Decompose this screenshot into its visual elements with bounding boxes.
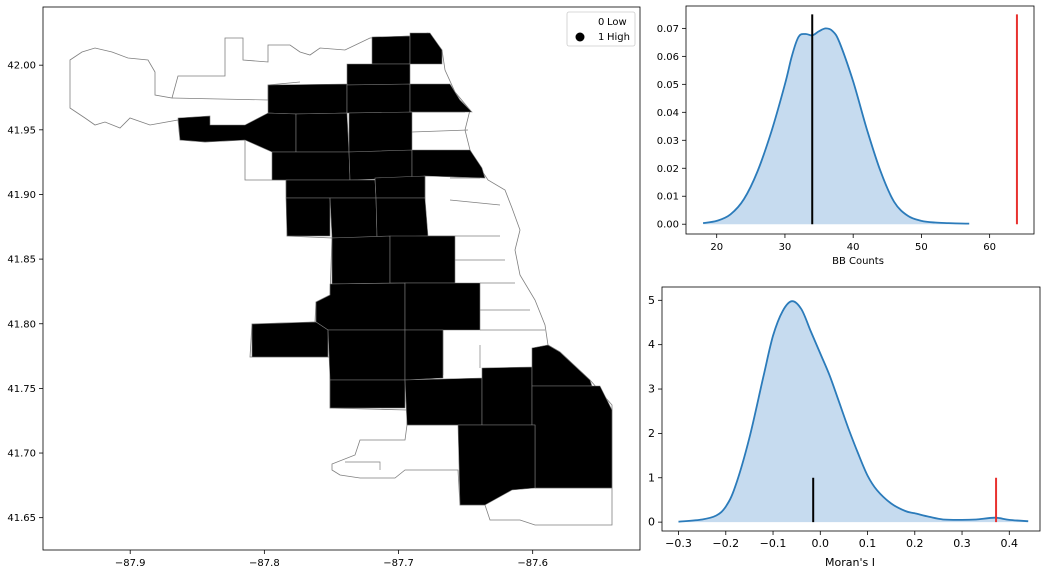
kde2-x-tick-label: −0.3 <box>665 537 692 550</box>
map-region-high <box>374 175 426 199</box>
map-region-high <box>295 112 350 153</box>
kde2-y-tick-label: 4 <box>648 338 655 351</box>
morans-i-kde-panel: −0.3 −0.2 −0.1 0.0 0.1 0.2 0.3 0.4 0 1 2 3 4 5 Moran… <box>648 286 1041 569</box>
map-region-high <box>348 111 413 153</box>
map-region-high <box>404 329 444 381</box>
map-y-tick-label: 41.85 <box>7 255 36 266</box>
map-region-high <box>404 282 481 331</box>
kde1-x-tick-label: 30 <box>779 242 792 253</box>
legend-value-low: 0 <box>598 17 604 28</box>
kde1-y-tick-label: 0.03 <box>657 136 679 147</box>
map-x-tick-label: −87.7 <box>383 558 414 569</box>
kde1-y-tick-label: 0.04 <box>657 108 679 119</box>
map-y-tick-label: 41.90 <box>7 190 36 201</box>
kde2-x-tick-label: 0.4 <box>1001 537 1019 550</box>
kde2-density-fill <box>678 301 1029 523</box>
legend-value-high: 1 <box>598 32 604 43</box>
map-region-high <box>389 235 456 284</box>
kde2-y-tick-label: 1 <box>648 471 655 484</box>
kde1-x-tick-label: 20 <box>710 242 723 253</box>
kde1-density-line <box>702 27 970 225</box>
kde2-x-ticks: −0.3 −0.2 −0.1 0.0 0.1 0.2 0.3 0.4 <box>665 531 1018 550</box>
map-region-high <box>457 424 536 506</box>
map-region-high <box>346 63 411 86</box>
map-region-high <box>375 197 429 238</box>
kde1-y-ticks: 0.00 0.01 0.02 0.03 0.04 0.05 0.06 0.07 <box>657 24 686 231</box>
kde1-y-tick-label: 0.00 <box>657 220 679 231</box>
map-region-high <box>409 83 473 113</box>
map-region-high <box>329 197 378 239</box>
bb-counts-kde-panel: 20 30 40 50 60 0.000.010.020.030.040.050.060… <box>657 5 1035 267</box>
map-high-regions <box>177 32 613 506</box>
kde1-y-tick-label: 0.05 <box>657 80 679 91</box>
map-region-high <box>267 83 348 115</box>
kde1-x-ticks: 20 30 40 50 60 <box>710 234 996 253</box>
kde1-x-axis-label: BB Counts <box>832 256 884 267</box>
kde1-y-tick-label: 0.07 <box>657 24 679 35</box>
kde2-x-tick-label: −0.2 <box>712 537 739 550</box>
map-region-high <box>329 379 406 409</box>
map-y-tick-label: 42.00 <box>7 61 36 72</box>
map-region-high <box>285 197 331 237</box>
map-x-ticks: −87.9 −87.8 −87.7 −87.6 <box>115 550 548 569</box>
map-region-high <box>531 385 613 489</box>
map-region-high <box>271 151 351 181</box>
legend-label-high: High <box>607 32 630 43</box>
boundary-line <box>449 199 501 206</box>
map-y-tick-label: 41.95 <box>7 125 36 136</box>
kde2-x-tick-label: 0.0 <box>812 537 830 550</box>
kde2-vlines <box>812 477 998 523</box>
legend-marker-high <box>575 32 585 42</box>
map-region-high <box>327 329 406 381</box>
boundary-line <box>345 461 381 470</box>
map-y-ticks: 41.65 41.70 41.75 41.80 41.85 41.90 41.95 42.00 <box>7 61 43 524</box>
kde2-x-tick-label: 0.3 <box>953 537 971 550</box>
map-region-high <box>409 32 443 65</box>
map-y-tick-label: 41.75 <box>7 384 36 395</box>
map-region-high <box>481 366 533 426</box>
map-x-tick-label: −87.8 <box>249 558 280 569</box>
kde1-x-tick-label: 40 <box>847 242 860 253</box>
kde2-y-tick-label: 0 <box>648 516 655 529</box>
kde2-y-ticks: 0 1 2 3 4 5 <box>648 294 662 529</box>
kde2-y-tick-label: 2 <box>648 427 655 440</box>
legend-marker-low <box>575 17 585 27</box>
map-region-high <box>331 235 391 285</box>
kde1-x-tick-label: 50 <box>915 242 928 253</box>
kde1-y-tick-label: 0.02 <box>657 164 679 175</box>
map-region-high <box>251 321 329 358</box>
kde2-axes-frame <box>661 286 1041 532</box>
map-legend: 0 Low 1 High <box>566 11 636 47</box>
kde2-x-tick-label: −0.1 <box>760 537 787 550</box>
kde1-axes-frame <box>685 5 1035 235</box>
kde1-y-tick-label: 0.06 <box>657 52 679 63</box>
legend-label-low: Low <box>607 17 627 28</box>
map-region-high <box>371 35 411 65</box>
kde2-density-line <box>678 300 1029 523</box>
kde2-x-axis-label: Moran's I <box>825 556 875 569</box>
kde1-y-tick-label: 0.01 <box>657 192 679 203</box>
map-region-high <box>404 377 483 426</box>
map-region-high <box>346 83 411 114</box>
map-x-tick-label: −87.6 <box>517 558 548 569</box>
kde2-y-tick-label: 3 <box>648 383 655 396</box>
kde2-y-tick-label: 5 <box>648 294 655 307</box>
kde2-x-tick-label: 0.1 <box>859 537 877 550</box>
map-y-tick-label: 41.70 <box>7 449 36 460</box>
kde1-density-fill <box>703 28 970 225</box>
kde1-vlines <box>811 14 1018 225</box>
map-y-tick-label: 41.65 <box>7 513 36 524</box>
choropleth-map-panel: 0 Low 1 High −87.9 −87.8 −87.7 −87.6 41.654… <box>7 6 641 569</box>
map-x-tick-label: −87.9 <box>115 558 146 569</box>
map-y-tick-label: 41.80 <box>7 319 36 330</box>
map-region-high <box>348 149 413 181</box>
map-region-high <box>285 179 377 199</box>
boundary-line <box>411 129 469 133</box>
kde2-x-tick-label: 0.2 <box>906 537 924 550</box>
kde1-x-tick-label: 60 <box>983 242 996 253</box>
